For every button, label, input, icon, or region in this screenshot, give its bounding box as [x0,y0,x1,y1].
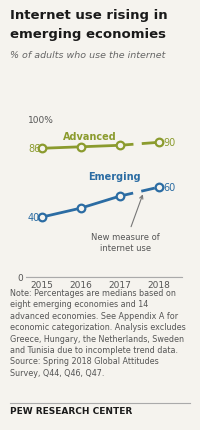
Text: % of adults who use the internet: % of adults who use the internet [10,51,165,60]
Text: emerging economies: emerging economies [10,28,166,41]
Text: Internet use rising in: Internet use rising in [10,9,168,22]
Text: New measure of
internet use: New measure of internet use [91,196,160,252]
Text: Advanced: Advanced [63,132,117,141]
Text: 86: 86 [28,144,40,154]
Text: Emerging: Emerging [88,172,141,182]
Text: 40: 40 [28,213,40,223]
Text: 90: 90 [163,138,176,148]
Text: 60: 60 [163,183,176,193]
Text: 100%: 100% [28,116,54,125]
Text: Note: Percentages are medians based on
eight emerging economies and 14
advanced : Note: Percentages are medians based on e… [10,288,186,377]
Text: PEW RESEARCH CENTER: PEW RESEARCH CENTER [10,406,132,415]
